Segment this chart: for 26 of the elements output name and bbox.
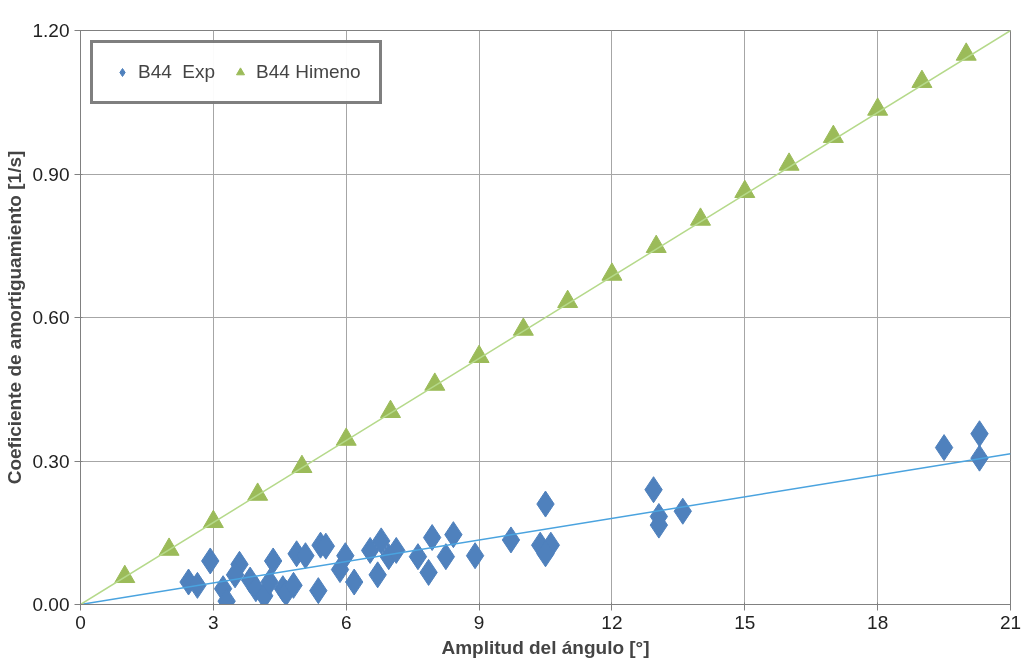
point — [867, 97, 889, 116]
point — [465, 542, 485, 570]
x-tick-label: 6 — [340, 611, 352, 633]
point — [501, 526, 521, 554]
point — [263, 547, 283, 575]
x-tick-label: 18 — [867, 611, 889, 633]
y-axis-title: Coeficiente de amortiguamiento [1/s] — [3, 150, 25, 485]
y-tick-label: 0.90 — [32, 163, 70, 185]
x-tick-label: 3 — [208, 611, 219, 633]
point — [436, 543, 456, 571]
x-tick-label: 0 — [75, 611, 86, 633]
x-tick-label: 12 — [601, 611, 623, 633]
legend-label: B44 Exp — [138, 61, 216, 83]
y-tick-label: 1.20 — [32, 20, 70, 41]
point — [422, 524, 442, 552]
legend-label: B44 Himeno — [256, 61, 361, 83]
point — [934, 434, 954, 462]
y-tick-label: 0.60 — [32, 307, 70, 328]
x-tick-label: 9 — [473, 611, 485, 633]
point — [408, 543, 428, 571]
x-tick-label: 15 — [734, 611, 756, 633]
y-tick-label: 0.00 — [32, 594, 70, 615]
y-tick-label: 0.30 — [32, 450, 70, 472]
x-axis-title: Amplitud del ángulo [°] — [441, 636, 650, 658]
x-tick-label: 21 — [999, 611, 1022, 633]
point — [955, 42, 977, 61]
